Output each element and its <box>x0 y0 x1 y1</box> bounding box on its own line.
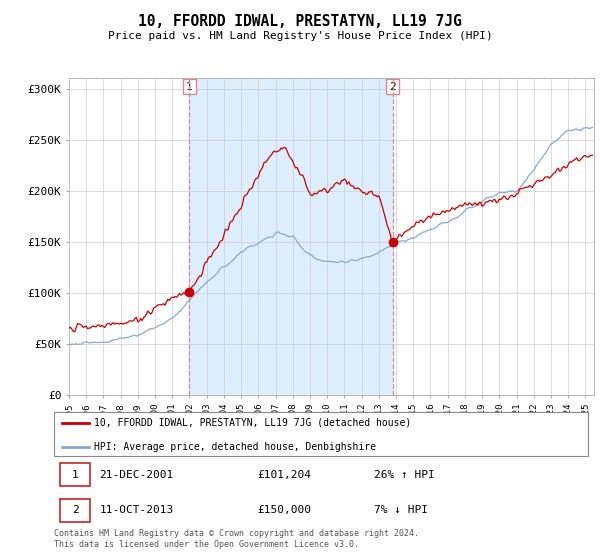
Text: HPI: Average price, detached house, Denbighshire: HPI: Average price, detached house, Denb… <box>94 441 376 451</box>
Text: 1: 1 <box>72 470 79 480</box>
Text: 11-OCT-2013: 11-OCT-2013 <box>100 505 173 515</box>
FancyBboxPatch shape <box>61 463 90 487</box>
Text: 2: 2 <box>389 82 396 92</box>
Bar <box>190 78 392 395</box>
FancyBboxPatch shape <box>54 412 588 456</box>
Text: 10, FFORDD IDWAL, PRESTATYN, LL19 7JG: 10, FFORDD IDWAL, PRESTATYN, LL19 7JG <box>138 14 462 29</box>
Text: £150,000: £150,000 <box>257 505 311 515</box>
FancyBboxPatch shape <box>61 499 90 522</box>
Text: 10, FFORDD IDWAL, PRESTATYN, LL19 7JG (detached house): 10, FFORDD IDWAL, PRESTATYN, LL19 7JG (d… <box>94 418 412 428</box>
Text: 26% ↑ HPI: 26% ↑ HPI <box>374 470 435 480</box>
Text: £101,204: £101,204 <box>257 470 311 480</box>
Text: 21-DEC-2001: 21-DEC-2001 <box>100 470 173 480</box>
Text: 2: 2 <box>72 505 79 515</box>
Text: 1: 1 <box>186 82 193 92</box>
Text: Price paid vs. HM Land Registry's House Price Index (HPI): Price paid vs. HM Land Registry's House … <box>107 31 493 41</box>
Text: Contains HM Land Registry data © Crown copyright and database right 2024.
This d: Contains HM Land Registry data © Crown c… <box>54 529 419 549</box>
Text: 7% ↓ HPI: 7% ↓ HPI <box>374 505 428 515</box>
